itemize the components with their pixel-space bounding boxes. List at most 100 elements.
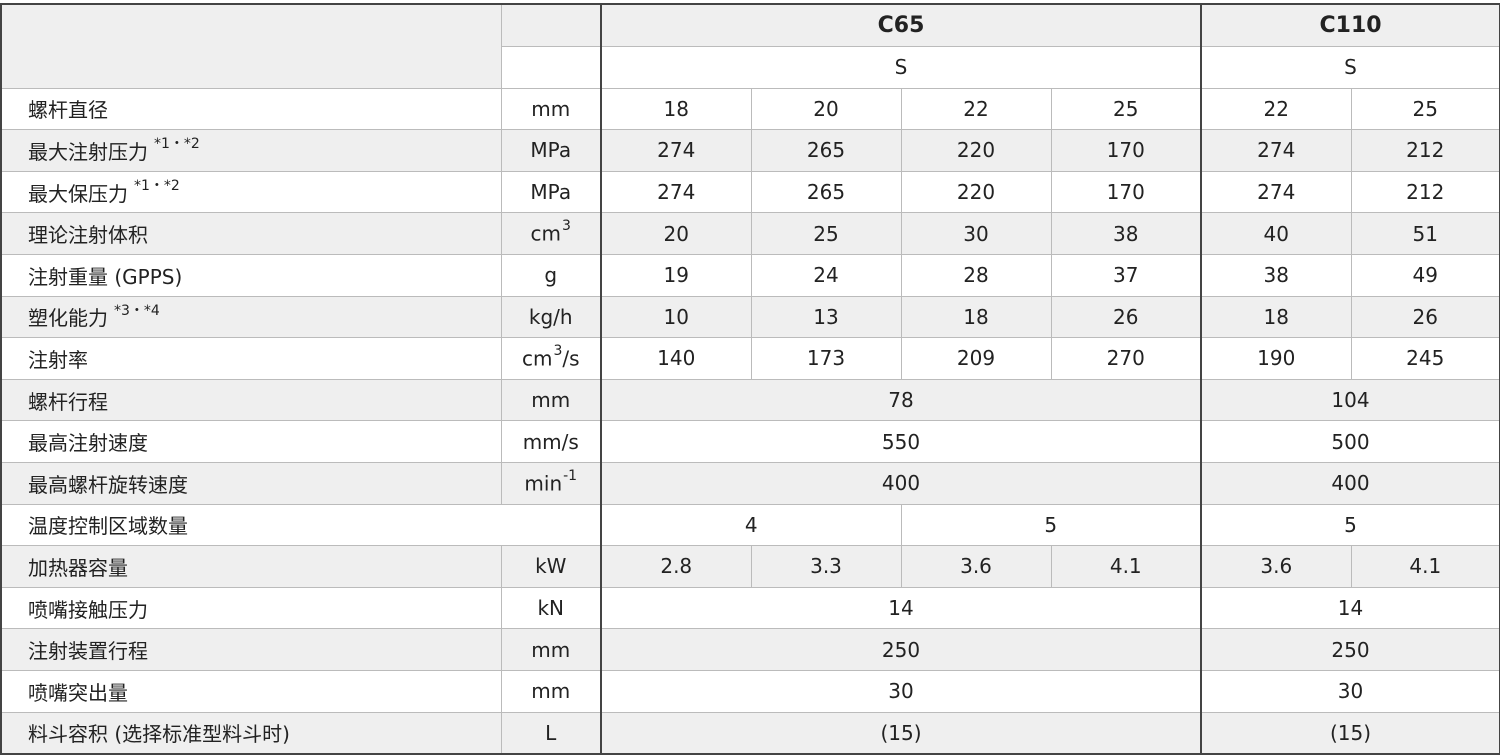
text: 螺杆直径 xyxy=(28,98,108,123)
value-cell: 550 xyxy=(599,420,1202,463)
value-cell: 3.3 xyxy=(750,545,902,588)
unit-cell: mm xyxy=(500,669,602,713)
value-cell: 220 xyxy=(900,170,1052,214)
spec-row: 螺杆直径 mm 18 20 22 25 22 25 xyxy=(0,87,1500,131)
spec-row: 塑化能力 *3・*4 kg/h 10 13 18 26 18 26 xyxy=(0,295,1500,339)
value-cell: 51 xyxy=(1350,212,1500,255)
model-header: C65 xyxy=(599,3,1202,47)
value-cell: 20 xyxy=(600,212,752,255)
text: kW xyxy=(535,554,567,579)
value-cell: 19 xyxy=(600,253,752,297)
value-cell: 245 xyxy=(1350,337,1500,380)
value-cell: 170 xyxy=(1050,170,1202,214)
unit-cell: g xyxy=(500,253,602,297)
superscript: 3 xyxy=(553,343,563,360)
value-cell: 400 xyxy=(1200,461,1500,505)
text: 注射重量 (GPPS) xyxy=(28,264,183,289)
text: 温度控制区域数量 xyxy=(28,514,188,539)
value-cell: 3.6 xyxy=(900,545,1052,588)
value-cell: 18 xyxy=(1200,295,1352,339)
text: 最大保压力 xyxy=(28,181,128,206)
text: 加热器容量 xyxy=(28,555,128,580)
screw-header: S xyxy=(1200,46,1500,89)
text: 最大注射压力 xyxy=(28,139,148,164)
screw-header: S xyxy=(599,46,1202,89)
text: MPa xyxy=(530,138,572,163)
spec-row: 注射率 cm3/s 140 173 209 270 190 245 xyxy=(0,337,1500,380)
value-cell: 13 xyxy=(750,295,902,339)
unit-cell: cm3/s xyxy=(500,337,602,380)
row-label: 最大注射压力 *1・*2 xyxy=(0,129,502,172)
value-cell: 212 xyxy=(1350,129,1500,172)
unit-cell: kW xyxy=(500,545,602,588)
spec-row: 加热器容量 kW 2.8 3.3 3.6 4.1 3.6 4.1 xyxy=(0,545,1500,588)
value-cell: 14 xyxy=(1200,586,1500,630)
text: 螺杆行程 xyxy=(28,389,108,414)
row-label: 最高注射速度 xyxy=(0,420,502,463)
spec-row: 注射装置行程 mm 250 250 xyxy=(0,628,1500,671)
value-cell: 274 xyxy=(600,129,752,172)
spec-row: 最高注射速度 mm/s 550 500 xyxy=(0,420,1500,463)
text: kg/h xyxy=(528,304,573,329)
unit-cell: MPa xyxy=(500,129,602,172)
row-label: 注射率 xyxy=(0,337,502,380)
value-cell: 10 xyxy=(600,295,752,339)
text: L xyxy=(545,720,557,745)
unit-header xyxy=(500,46,602,89)
value-cell: 274 xyxy=(1200,170,1352,214)
row-label: 最大保压力 *1・*2 xyxy=(0,170,502,214)
text: min xyxy=(524,471,563,496)
spec-row: 理论注射体积 cm3 20 25 30 38 40 51 xyxy=(0,212,1500,255)
row-label: 螺杆行程 xyxy=(0,378,502,422)
value-cell: (15) xyxy=(1200,711,1500,755)
text: mm/s xyxy=(522,429,579,454)
value-cell: 4.1 xyxy=(1050,545,1202,588)
text: mm xyxy=(531,388,571,413)
unit-header xyxy=(500,3,602,47)
text: 最高注射速度 xyxy=(28,431,148,456)
value-cell: 3.6 xyxy=(1200,545,1352,588)
row-label: 注射装置行程 xyxy=(0,628,502,671)
value-cell: 28 xyxy=(900,253,1052,297)
value-cell: 38 xyxy=(1050,212,1202,255)
value-cell: 209 xyxy=(900,337,1052,380)
spec-row: 温度控制区域数量 4 5 5 xyxy=(0,503,1500,547)
unit-cell: mm xyxy=(500,628,602,671)
row-label: 喷嘴接触压力 xyxy=(0,586,502,630)
value-cell: 274 xyxy=(600,170,752,214)
spec-row: 最大注射压力 *1・*2 MPa 274 265 220 170 274 212 xyxy=(0,129,1500,172)
value-cell: 30 xyxy=(1200,669,1500,713)
value-cell: 270 xyxy=(1050,337,1202,380)
value-cell: 25 xyxy=(1350,87,1500,131)
value-cell: 265 xyxy=(750,129,902,172)
text: cm xyxy=(530,222,562,246)
text: 塑化能力 xyxy=(28,306,108,331)
unit-cell: mm xyxy=(500,87,602,131)
value-cell: 20 xyxy=(750,87,902,131)
row-label: 料斗容积 (选择标准型料斗时) xyxy=(0,711,502,755)
value-cell: 25 xyxy=(1050,87,1202,131)
value-cell: 22 xyxy=(1200,87,1352,131)
spec-row: 注射重量 (GPPS) g 19 24 28 37 38 49 xyxy=(0,253,1500,297)
value-cell: (15) xyxy=(599,711,1202,755)
value-cell: 104 xyxy=(1200,378,1500,422)
value-cell: 26 xyxy=(1050,295,1202,339)
spec-row: 螺杆行程 mm 78 104 xyxy=(0,378,1500,422)
value-cell: 24 xyxy=(750,253,902,297)
row-label: 喷嘴突出量 xyxy=(0,669,502,713)
model-header: C110 xyxy=(1200,3,1500,47)
value-cell: 25 xyxy=(750,212,902,255)
value-cell: 30 xyxy=(599,669,1202,713)
value-cell: 18 xyxy=(900,295,1052,339)
value-cell: 18 xyxy=(600,87,752,131)
unit-cell: cm3 xyxy=(500,212,602,255)
unit-cell: mm/s xyxy=(500,420,602,463)
row-label: 螺杆直径 xyxy=(0,87,502,131)
row-label: 温度控制区域数量 xyxy=(0,503,602,547)
corner-cell xyxy=(0,3,502,89)
unit-cell: mm xyxy=(500,378,602,422)
value-cell: 4 xyxy=(600,503,902,547)
value-cell: 140 xyxy=(600,337,752,380)
superscript: -1 xyxy=(563,467,578,484)
value-cell: 2.8 xyxy=(600,545,752,588)
